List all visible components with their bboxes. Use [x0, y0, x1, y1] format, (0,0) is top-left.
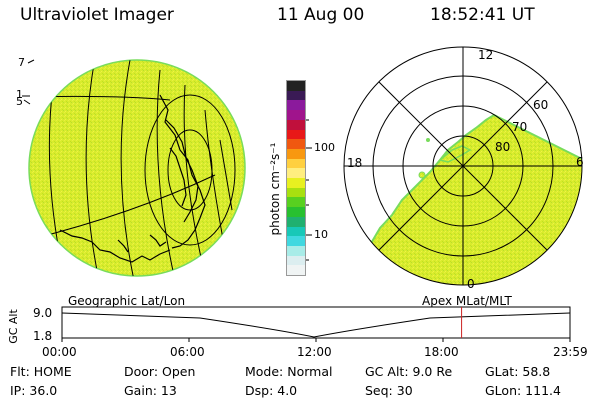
- right-map-label: Apex MLat/MLT: [422, 294, 512, 308]
- date-label: 11 Aug 00: [277, 5, 365, 25]
- colorbar-segment: [287, 187, 305, 198]
- info-glat: GLat: 58.8: [485, 364, 551, 379]
- mlat-label-70: 70: [512, 120, 528, 134]
- altitude-ytick-9: 9.0: [33, 306, 53, 320]
- colorbar-segment: [287, 148, 305, 159]
- mlat-label-80: 80: [495, 140, 511, 154]
- coastlines: [59, 94, 206, 263]
- left-map-label: Geographic Lat/Lon: [68, 294, 186, 308]
- edge-label-2: 1: [16, 88, 23, 101]
- mlt-label-18: 18: [347, 156, 363, 170]
- colorbar-tick-10: 10: [314, 228, 328, 241]
- colorbar-segment: [287, 100, 305, 111]
- time-tick-0000: 00:00: [42, 345, 77, 359]
- colorbar-segment: [287, 119, 305, 130]
- colorbar-ticks: [306, 119, 312, 261]
- info-flt: Flt: HOME: [10, 364, 72, 379]
- colorbar-segment: [287, 178, 305, 188]
- edge-label-1: 7: [18, 56, 25, 69]
- colorbar-segment: [287, 236, 305, 246]
- colorbar-segment: [287, 158, 305, 169]
- colorbar-segment: [287, 197, 305, 208]
- altitude-ytick-1.8: 1.8: [33, 329, 53, 343]
- colorbar-segment: [287, 207, 305, 217]
- info-ip: IP: 36.0: [10, 383, 58, 398]
- time-tick-1200: 12:00: [297, 345, 332, 359]
- colorbar-segment: [287, 265, 305, 276]
- graticule: [29, 60, 236, 276]
- mlt-label-0: 0: [467, 277, 475, 291]
- info-mode: Mode: Normal: [245, 364, 333, 379]
- colorbar: [286, 80, 306, 276]
- earth-disk: [28, 59, 246, 277]
- colorbar-tick-100: 100: [314, 141, 335, 154]
- colorbar-segment: [287, 168, 305, 179]
- time-tick-1800: 18:00: [424, 345, 459, 359]
- colorbar-segment: [287, 139, 305, 149]
- colorbar-segment: [287, 255, 305, 266]
- colorbar-segment: [287, 81, 305, 91]
- edge-label-3: 5: [16, 95, 23, 108]
- altitude-frame: [61, 306, 571, 339]
- edge-marks: [22, 59, 35, 105]
- info-glon: GLon: 111.4: [485, 383, 561, 398]
- info-seq: Seq: 30: [365, 383, 413, 398]
- info-door: Door: Open: [124, 364, 196, 379]
- colorbar-segment: [287, 226, 305, 237]
- info-gain: Gain: 13: [124, 383, 177, 398]
- colorbar-segment: [287, 129, 305, 140]
- polar-grid: [343, 46, 583, 286]
- colorbar-segment: [287, 245, 305, 256]
- mlat-label-60: 60: [533, 98, 549, 112]
- mlt-label-12: 12: [478, 48, 494, 62]
- instrument-title: Ultraviolet Imager: [20, 5, 174, 25]
- time-tick-0600: 06:00: [170, 345, 205, 359]
- mlt-label-6: 6: [576, 155, 584, 169]
- colorbar-segment: [287, 216, 305, 227]
- colorbar-segment: [287, 110, 305, 120]
- time-tick-2359: 23:59: [553, 345, 588, 359]
- colorbar-segment: [287, 90, 305, 101]
- time-label: 18:52:41 UT: [430, 5, 535, 25]
- info-dsp: Dsp: 4.0: [245, 383, 298, 398]
- info-gc-alt: GC Alt: 9.0 Re: [365, 364, 453, 379]
- altitude-curve: [61, 312, 571, 338]
